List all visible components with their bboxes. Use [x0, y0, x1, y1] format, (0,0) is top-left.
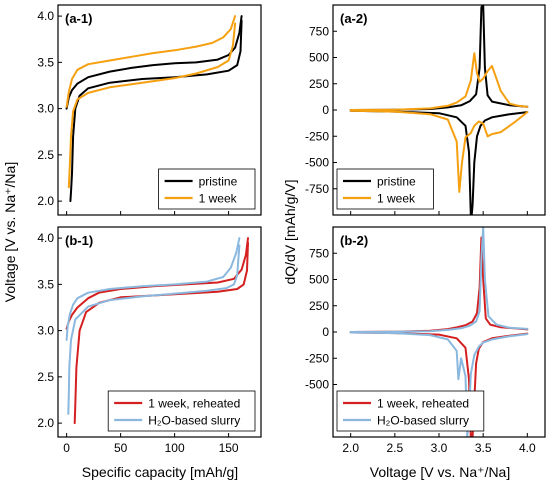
y-tick-label: 3.0 [37, 102, 54, 116]
panel-title: (a-1) [65, 11, 92, 26]
panel-4: -500 -250 0 250 500 750 2.0 2.5 3.0 3.5 4.0 (b-2) 1 … [305, 226, 546, 455]
legend-label: H₂O-based slurry [148, 414, 240, 428]
series-line-2-discharge [67, 22, 237, 189]
x-tick-label: 3.0 [431, 441, 448, 455]
series-line-1-charge [349, 236, 529, 333]
x-tick-label: 100 [165, 441, 185, 455]
legend-label: 1 week, reheated [148, 397, 240, 411]
x-tick-label: 4.0 [519, 441, 536, 455]
plot-area [65, 15, 243, 203]
legend-label: 1 week, reheated [377, 397, 469, 411]
plot-area [65, 237, 249, 425]
series-line-2-charge [349, 52, 529, 111]
y-tick-label: 500 [309, 51, 329, 65]
x-tick-label: 2.0 [342, 441, 359, 455]
y-tick-label: 3.0 [37, 324, 54, 338]
legend: 1 week, reheated H₂O-based slurry [336, 390, 485, 432]
left-ylabel: Voltage [V vs. Na⁺/Na] [2, 162, 18, 302]
y-tick-label: 2.5 [37, 370, 54, 384]
plot-frame [57, 4, 262, 216]
legend-box [107, 390, 256, 432]
series-line-2-charge [65, 237, 241, 341]
series-line-1-charge [65, 15, 243, 110]
panel-title: (b-1) [65, 233, 93, 248]
x-tick-label: 3.5 [475, 441, 492, 455]
y-tick-label: 2.0 [37, 194, 54, 208]
y-tick-label: -250 [305, 129, 329, 143]
legend-label: H₂O-based slurry [377, 414, 469, 428]
legend-box [336, 390, 485, 432]
legend-label: 1 week [377, 192, 416, 206]
y-tick-label: 0 [322, 103, 329, 117]
series-line-2-charge [65, 15, 237, 108]
legend-box [336, 168, 434, 210]
series-line-1-discharge [69, 19, 243, 203]
y-tick-label: -500 [305, 378, 329, 392]
y-tick-label: 750 [309, 246, 329, 260]
y-tick-label: 750 [309, 24, 329, 38]
legend-label: pristine [199, 175, 238, 189]
y-tick-label: 2.0 [37, 416, 54, 430]
series-line-2-charge [349, 227, 529, 333]
panel-title: (b-2) [340, 233, 368, 248]
y-tick-label: 250 [309, 77, 329, 91]
legend-label: 1 week [199, 192, 238, 206]
series-line-1-discharge [349, 109, 529, 215]
right-ylabel: dQ/dV [mAh/g/V] [282, 179, 298, 284]
series-line-2-discharge [349, 109, 529, 193]
y-tick-label: 3.5 [37, 55, 54, 69]
legend-box [158, 168, 256, 210]
plot-frame [57, 226, 262, 438]
y-tick-label: -250 [305, 351, 329, 365]
series-line-2-discharge [67, 244, 241, 415]
x-tick-label: 2.5 [386, 441, 403, 455]
x-tick-label: 150 [219, 441, 239, 455]
legend-label: pristine [377, 175, 416, 189]
legend: 1 week, reheated H₂O-based slurry [107, 390, 256, 432]
series-line-1-charge [65, 237, 249, 330]
series-line-2-discharge [349, 331, 529, 437]
y-tick-label: -750 [305, 182, 329, 196]
x-tick-label: 50 [114, 441, 128, 455]
y-tick-label: 3.5 [37, 277, 54, 291]
series-line-1-charge [349, 5, 529, 111]
panel-1: 2.0 2.5 3.0 3.5 4.0 (a-1) pristine 1 week [37, 4, 262, 216]
right-xlabel: Voltage [V vs. Na⁺/Na] [370, 464, 510, 480]
y-tick-label: 0 [322, 325, 329, 339]
y-tick-label: 2.5 [37, 148, 54, 162]
y-tick-label: 4.0 [37, 231, 54, 245]
legend: pristine 1 week [158, 168, 256, 210]
left-xlabel: Specific capacity [mAh/g] [82, 464, 238, 480]
legend: pristine 1 week [336, 168, 434, 210]
y-tick-label: -500 [305, 156, 329, 170]
y-tick-label: 4.0 [37, 9, 54, 23]
x-tick-label: 0 [63, 441, 70, 455]
panel-3: 2.0 2.5 3.0 3.5 4.0 0 50 100 150 (b-1) 1 week, reh… [37, 226, 262, 455]
panel-title: (a-2) [340, 11, 367, 26]
y-tick-label: 250 [309, 299, 329, 313]
plot-area [349, 5, 529, 215]
plot-area [349, 227, 529, 437]
panel-2: -750 -500 -250 0 250 500 750 (a-2) pristine 1 wee… [305, 4, 546, 216]
y-tick-label: 500 [309, 273, 329, 287]
